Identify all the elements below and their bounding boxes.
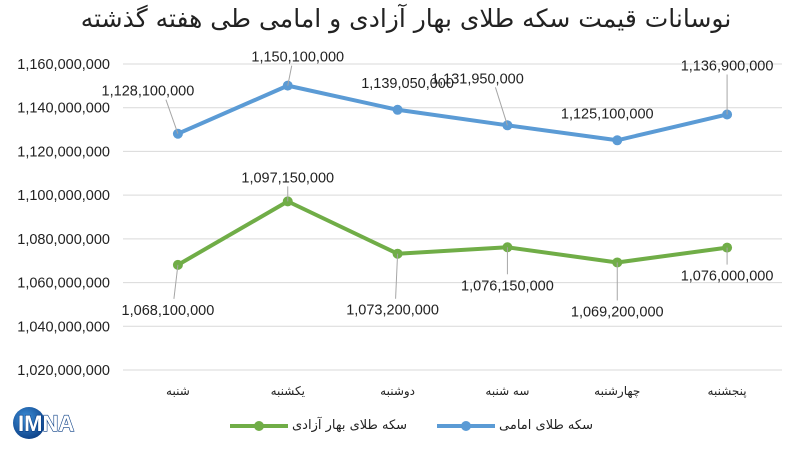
chart-title: نوسانات قیمت سکه طلای بهار آزادی و امامی… <box>80 4 732 33</box>
leader-line <box>494 87 508 126</box>
legend-line-marker-icon <box>230 420 288 432</box>
imna-logo: IMNA <box>13 407 75 439</box>
x-tick-label: دوشنبه <box>380 384 415 399</box>
x-axis-labels: شنبه یکشنبه دوشنبه سه شنبه چهارشنبه پنجشنبه <box>166 384 747 399</box>
data-label: 1,139,050,000 <box>361 76 454 92</box>
legend-item-emami: سکه طلای امامی <box>437 418 593 433</box>
y-axis-labels: 1,020,000,000 1,040,000,000 1,060,000,000 1… <box>17 57 110 379</box>
y-tick-label: 1,160,000,000 <box>17 57 110 73</box>
data-label: 1,150,100,000 <box>251 50 344 66</box>
x-tick-label: یکشنبه <box>271 384 305 398</box>
legend-label-bahar: سکه طلای بهار آزادی <box>292 418 408 433</box>
data-label: 1,128,100,000 <box>102 84 195 100</box>
x-tick-label: پنجشنبه <box>708 384 747 398</box>
y-tick-label: 1,080,000,000 <box>17 232 110 248</box>
y-tick-label: 1,060,000,000 <box>17 276 110 292</box>
data-label: 1,076,150,000 <box>461 278 554 294</box>
chart-legend: سکه طلای امامی سکه طلای بهار آزادی <box>230 418 593 433</box>
data-label: 1,125,100,000 <box>561 106 654 122</box>
leader-line <box>287 65 293 86</box>
legend-label-emami: سکه طلای امامی <box>499 418 593 433</box>
leader-line <box>395 253 399 299</box>
x-tick-label: شنبه <box>166 384 190 398</box>
y-tick-label: 1,040,000,000 <box>17 319 110 335</box>
data-label: 1,131,950,000 <box>431 71 524 87</box>
data-label: 1,069,200,000 <box>571 304 664 320</box>
leader-line <box>173 264 179 299</box>
data-label: 1,136,900,000 <box>681 58 774 74</box>
legend-line-marker-icon <box>437 420 496 432</box>
y-tick-label: 1,100,000,000 <box>17 188 110 204</box>
data-label: 1,097,150,000 <box>241 170 334 186</box>
series-line <box>175 83 730 143</box>
y-tick-label: 1,120,000,000 <box>17 144 110 160</box>
y-tick-label: 1,020,000,000 <box>17 363 110 379</box>
data-labels: 1,128,100,0001,150,100,0001,139,050,0001… <box>102 50 774 321</box>
x-tick-label: چهارشنبه <box>594 384 640 399</box>
gridlines <box>123 63 782 371</box>
data-label: 1,068,100,000 <box>122 303 215 319</box>
legend-item-bahar: سکه طلای بهار آزادی <box>230 418 407 433</box>
y-tick-label: 1,140,000,000 <box>17 101 110 117</box>
leader-line <box>165 99 179 134</box>
data-label: 1,076,000,000 <box>681 269 774 285</box>
data-point-marker <box>392 104 403 115</box>
data-point-marker <box>612 135 623 146</box>
x-tick-label: سه شنبه <box>485 384 529 398</box>
series-line <box>175 199 730 267</box>
svg-text:IMNA: IMNA <box>18 411 74 436</box>
data-label: 1,073,200,000 <box>346 303 439 319</box>
